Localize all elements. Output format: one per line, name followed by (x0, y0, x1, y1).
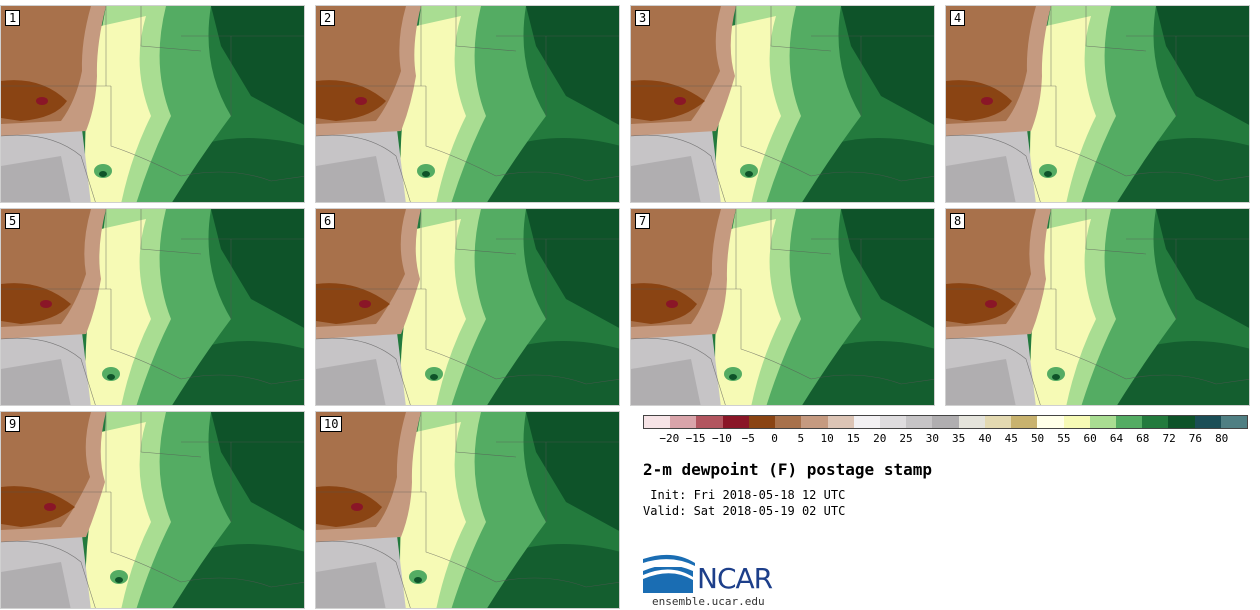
member-label: 5 (5, 213, 21, 229)
colorbar-swatch (932, 416, 959, 428)
colorbar-swatch (1115, 416, 1143, 428)
colorbar-tick-label: −20 (659, 432, 680, 445)
colorbar-swatch (1142, 416, 1169, 428)
ncar-logo-icon (643, 554, 695, 593)
colorbar-swatch (644, 416, 671, 428)
logo-url: ensemble.ucar.edu (652, 595, 765, 608)
member-panel-5: 5 (0, 208, 305, 406)
colorbar-swatch (1089, 416, 1116, 428)
dewpoint-map-6 (316, 209, 619, 405)
colorbar-tick-label: 40 (978, 432, 992, 445)
colorbar-tick-label: 30 (925, 432, 939, 445)
colorbar-tick-label: 15 (846, 432, 861, 445)
member-panel-4: 4 (945, 5, 1250, 203)
colorbar-swatch (775, 416, 802, 428)
colorbar-tick-label: 80 (1215, 432, 1229, 445)
dewpoint-map-7 (631, 209, 934, 405)
member-panel-2: 2 (315, 5, 620, 203)
member-label: 10 (320, 416, 343, 432)
colorbar-swatch (696, 416, 723, 428)
member-label: 9 (5, 416, 21, 432)
colorbar-swatch (748, 416, 776, 428)
member-label: 2 (320, 10, 336, 26)
colorbar-tick-label: 50 (1030, 432, 1045, 445)
colorbar-swatch (801, 416, 828, 428)
colorbar-tick-label: 76 (1188, 432, 1203, 445)
colorbar-swatch (1220, 416, 1248, 428)
colorbar-tick-label: 25 (899, 432, 913, 445)
member-panel-10: 10 (315, 411, 620, 609)
colorbar-tick-label: 60 (1083, 432, 1097, 445)
colorbar-tick-label: 5 (797, 432, 805, 445)
colorbar-swatch (1037, 416, 1064, 428)
dewpoint-map-5 (1, 209, 304, 405)
dewpoint-map-2 (316, 6, 619, 202)
member-panel-9: 9 (0, 411, 305, 609)
dewpoint-map-1 (1, 6, 304, 202)
colorbar-tick-label: 72 (1162, 432, 1176, 445)
colorbar-tick-label: 64 (1109, 432, 1124, 445)
colorbar-swatch (906, 416, 933, 428)
colorbar-swatch (1011, 416, 1038, 428)
member-label: 8 (950, 213, 966, 229)
member-panel-8: 8 (945, 208, 1250, 406)
colorbar-tick-label: −5 (741, 432, 755, 445)
member-label: 7 (635, 213, 651, 229)
dewpoint-map-4 (946, 6, 1249, 202)
member-panel-6: 6 (315, 208, 620, 406)
member-label: 3 (635, 10, 651, 26)
colorbar-tick-label: 0 (771, 432, 778, 445)
colorbar-tick-label: 68 (1136, 432, 1150, 445)
dewpoint-map-9 (1, 412, 304, 608)
member-panel-3: 3 (630, 5, 935, 203)
colorbar-tick-label: 20 (873, 432, 887, 445)
colorbar-swatch (1063, 416, 1090, 428)
member-label: 6 (320, 213, 336, 229)
logo-wordmark: NCAR (697, 562, 773, 595)
colorbar-swatch (853, 416, 880, 428)
dewpoint-map-3 (631, 6, 934, 202)
colorbar-ticks: −20 −15 −10 −5 0 5 10 15 20 25 30 35 40 45 50 55 60 64 68 7… (643, 432, 1248, 446)
colorbar-swatch (879, 416, 907, 428)
colorbar-tick-label: 10 (820, 432, 834, 445)
dewpoint-map-10 (316, 412, 619, 608)
colorbar-tick-label: −15 (685, 432, 706, 445)
dewpoint-map-8 (946, 209, 1249, 405)
init-time: Init: Fri 2018-05-18 12 UTC (643, 488, 846, 502)
colorbar-swatch (958, 416, 985, 428)
colorbar-swatch (984, 416, 1012, 428)
colorbar-swatch (722, 416, 749, 428)
member-panel-7: 7 (630, 208, 935, 406)
valid-time: Valid: Sat 2018-05-19 02 UTC (643, 504, 846, 518)
member-label: 1 (5, 10, 21, 26)
colorbar-swatch (1194, 416, 1221, 428)
colorbar-swatch (670, 416, 697, 428)
colorbar-swatch (1168, 416, 1195, 428)
colorbar-tick-label: 45 (1004, 432, 1018, 445)
colorbar (643, 415, 1248, 429)
member-label: 4 (950, 10, 966, 26)
colorbar-swatch (827, 416, 854, 428)
member-panel-1: 1 (0, 5, 305, 203)
plot-title: 2-m dewpoint (F) postage stamp (643, 460, 932, 479)
colorbar-tick-label: −10 (711, 432, 732, 445)
colorbar-tick-label: 35 (952, 432, 966, 445)
colorbar-tick-label: 55 (1057, 432, 1071, 445)
